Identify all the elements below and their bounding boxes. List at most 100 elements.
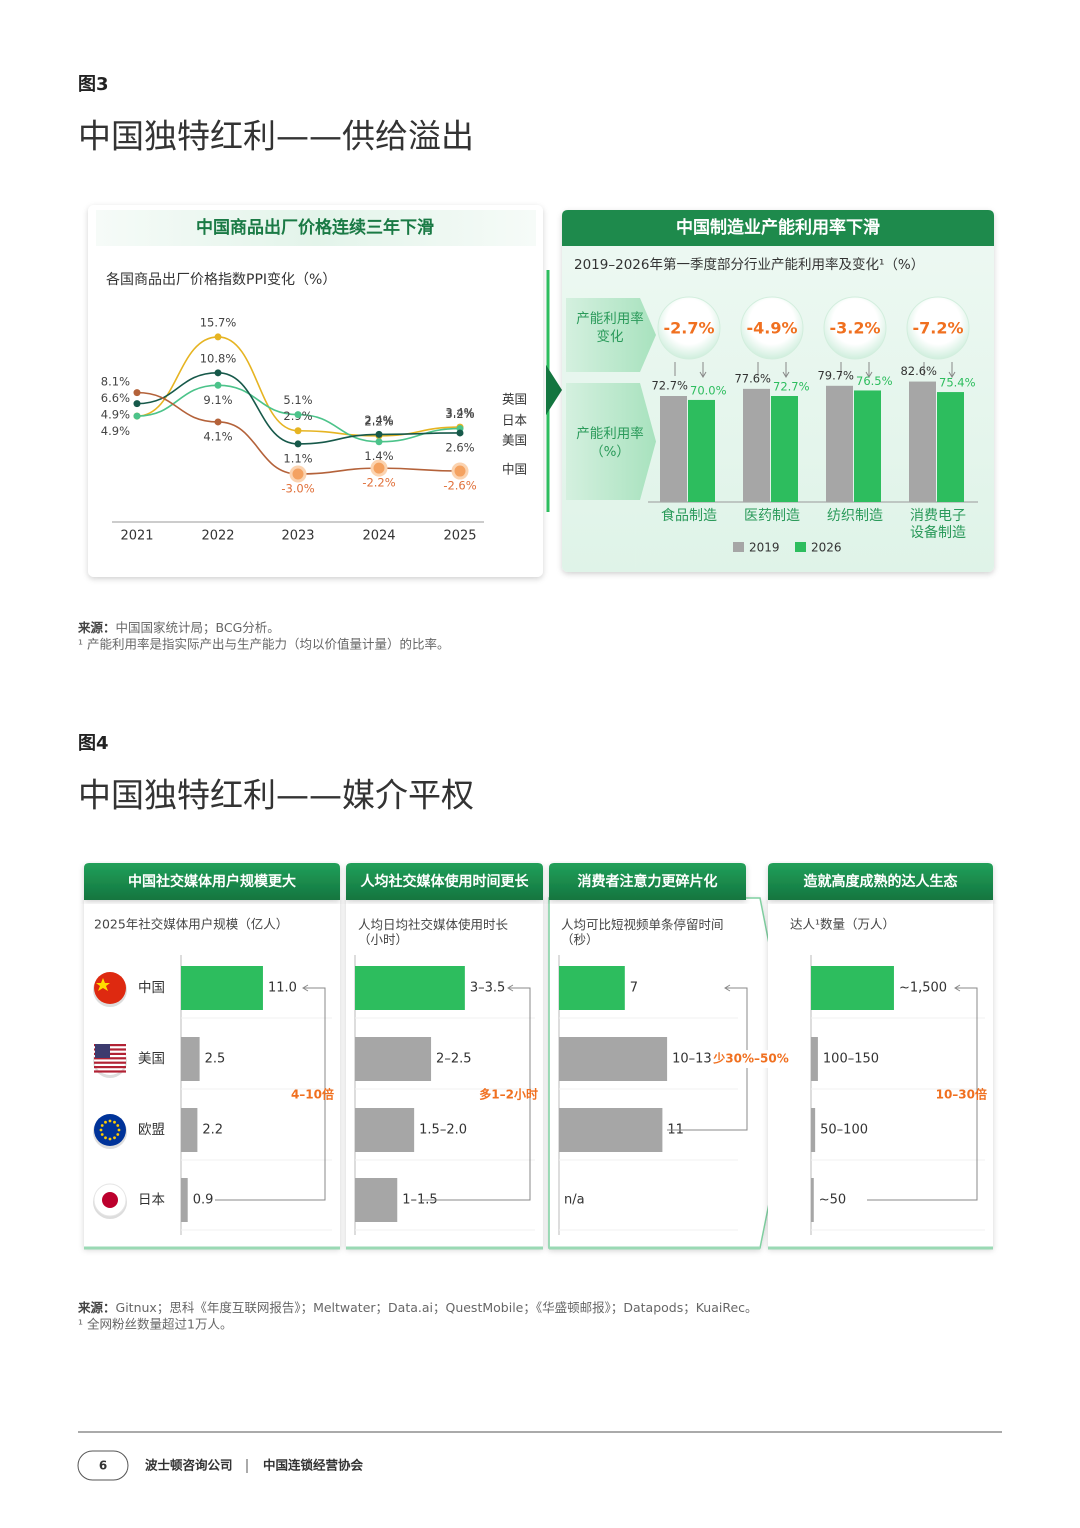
flag-icon <box>93 1183 127 1219</box>
data-point <box>294 440 302 448</box>
panel-title: 中国制造业产能利用率下滑 <box>676 217 880 238</box>
row-chevron <box>566 298 656 372</box>
data-label: 4.9% <box>101 408 130 422</box>
footer-org: 波士顿咨询公司 <box>145 1458 233 1473</box>
bar <box>181 1178 188 1222</box>
panel-title: 中国商品出厂价格连续三年下滑 <box>196 217 434 238</box>
data-label: 2–2.5 <box>436 1052 471 1067</box>
flag-star <box>108 1119 112 1123</box>
panel-title: 中国社交媒体用户规模更大 <box>128 873 296 890</box>
bar <box>355 1037 432 1081</box>
data-point <box>456 429 464 437</box>
flag-star <box>113 1120 116 1124</box>
connector-arrow <box>546 365 562 415</box>
data-label: n/a <box>564 1193 585 1208</box>
figure-title: 中国独特红利——媒介平权 <box>78 776 474 815</box>
data-point <box>294 411 302 419</box>
legend-swatch <box>795 542 806 552</box>
data-label: 75.4% <box>939 376 976 390</box>
footer-org: 中国连锁经营协会 <box>263 1458 364 1473</box>
source-text: 中国国家统计局；BCG分析。 <box>116 620 280 635</box>
x-tick-label: 消费电子设备制造 <box>910 508 966 541</box>
x-tick-label: 2025 <box>443 529 476 544</box>
data-label: 5.1% <box>283 393 312 407</box>
change-bubble <box>657 296 721 360</box>
bar <box>688 399 715 502</box>
data-label: 1.1% <box>283 451 312 465</box>
flag-star <box>96 978 110 991</box>
panel-body <box>84 898 340 1248</box>
data-label: -2.2% <box>362 476 395 490</box>
change-arrow <box>757 362 790 378</box>
figure-title: 中国独特红利——供给溢出 <box>78 117 474 156</box>
flag-stripe <box>94 1061 126 1064</box>
country-label: 欧盟 <box>138 1122 165 1138</box>
data-label: 6.6% <box>101 391 130 405</box>
line-series <box>136 372 461 445</box>
series-label: 日本 <box>502 413 528 428</box>
country-label: 美国 <box>138 1051 165 1067</box>
data-point <box>375 438 383 446</box>
data-label: 82.6% <box>900 364 937 378</box>
row-label: 产能利用率变化 <box>576 310 644 345</box>
flag-canton <box>95 1044 110 1058</box>
callout: 少30%–50% <box>712 1051 788 1066</box>
panel-header <box>768 863 993 900</box>
x-tick-label: 纺织制造 <box>827 508 883 524</box>
data-label: 0.9 <box>193 1193 214 1208</box>
flag-icon <box>93 1114 127 1149</box>
source-label: 来源： <box>77 620 116 635</box>
x-tick-label: 2022 <box>201 529 234 544</box>
row-label: 产能利用率（%） <box>576 425 644 460</box>
footnote: ¹ 全网粉丝数量超过1万人。 <box>78 1317 232 1332</box>
flag-star <box>116 1124 120 1127</box>
bracket <box>215 984 326 1201</box>
data-label: 1.4% <box>364 449 393 463</box>
panel-body <box>768 898 993 1248</box>
data-label: 9.1% <box>203 393 232 407</box>
data-point <box>451 462 469 480</box>
data-label: 76.5% <box>856 374 893 388</box>
footnote: ¹ 产能利用率是指实际产出与生产能力（均以价值量计量）的比率。 <box>78 637 450 652</box>
flag-star <box>100 1133 104 1136</box>
chart-subtitle: 2019–2026年第一季度部分行业产能利用率及变化¹（%） <box>574 256 924 273</box>
bar <box>660 396 687 502</box>
change-arrow <box>840 362 873 378</box>
bar <box>181 1108 198 1152</box>
x-tick-label: 2023 <box>281 529 314 544</box>
change-bubble <box>823 296 887 360</box>
data-label: 10–13 <box>672 1052 712 1067</box>
bar <box>811 966 894 1010</box>
data-point <box>214 333 222 341</box>
data-label: 77.6% <box>734 371 771 385</box>
data-point <box>133 389 141 397</box>
flag-star <box>104 1120 107 1124</box>
change-arrow <box>674 362 707 378</box>
data-label: 2.4% <box>364 413 393 427</box>
flag-bg <box>94 972 126 1004</box>
country-label: 中国 <box>138 980 165 996</box>
x-tick-label: 2021 <box>120 529 153 544</box>
bar <box>826 385 853 502</box>
bar <box>355 1108 415 1152</box>
figure-label: 图4 <box>78 733 109 754</box>
data-label: 2.2 <box>202 1123 223 1138</box>
bar <box>559 1037 668 1081</box>
data-point <box>294 427 302 435</box>
chart-subtitle: 各国商品出厂价格指数PPI变化（%） <box>106 272 336 288</box>
data-label: ~50 <box>819 1193 846 1208</box>
data-label: 4.1% <box>203 429 232 443</box>
callout: 多1–2小时 <box>479 1087 538 1102</box>
bar <box>771 396 798 502</box>
data-point <box>133 400 141 408</box>
flag-stripe <box>94 1057 126 1060</box>
flag-icon <box>93 1043 127 1078</box>
data-label: 2.5 <box>205 1052 226 1067</box>
data-point <box>214 381 222 389</box>
callout: 10–30倍 <box>936 1087 987 1102</box>
data-label: 11.0 <box>268 981 297 996</box>
data-point <box>370 459 388 477</box>
flag-star <box>99 1128 103 1132</box>
legend-label: 2019 <box>749 541 780 555</box>
series-label: 英国 <box>502 392 527 407</box>
